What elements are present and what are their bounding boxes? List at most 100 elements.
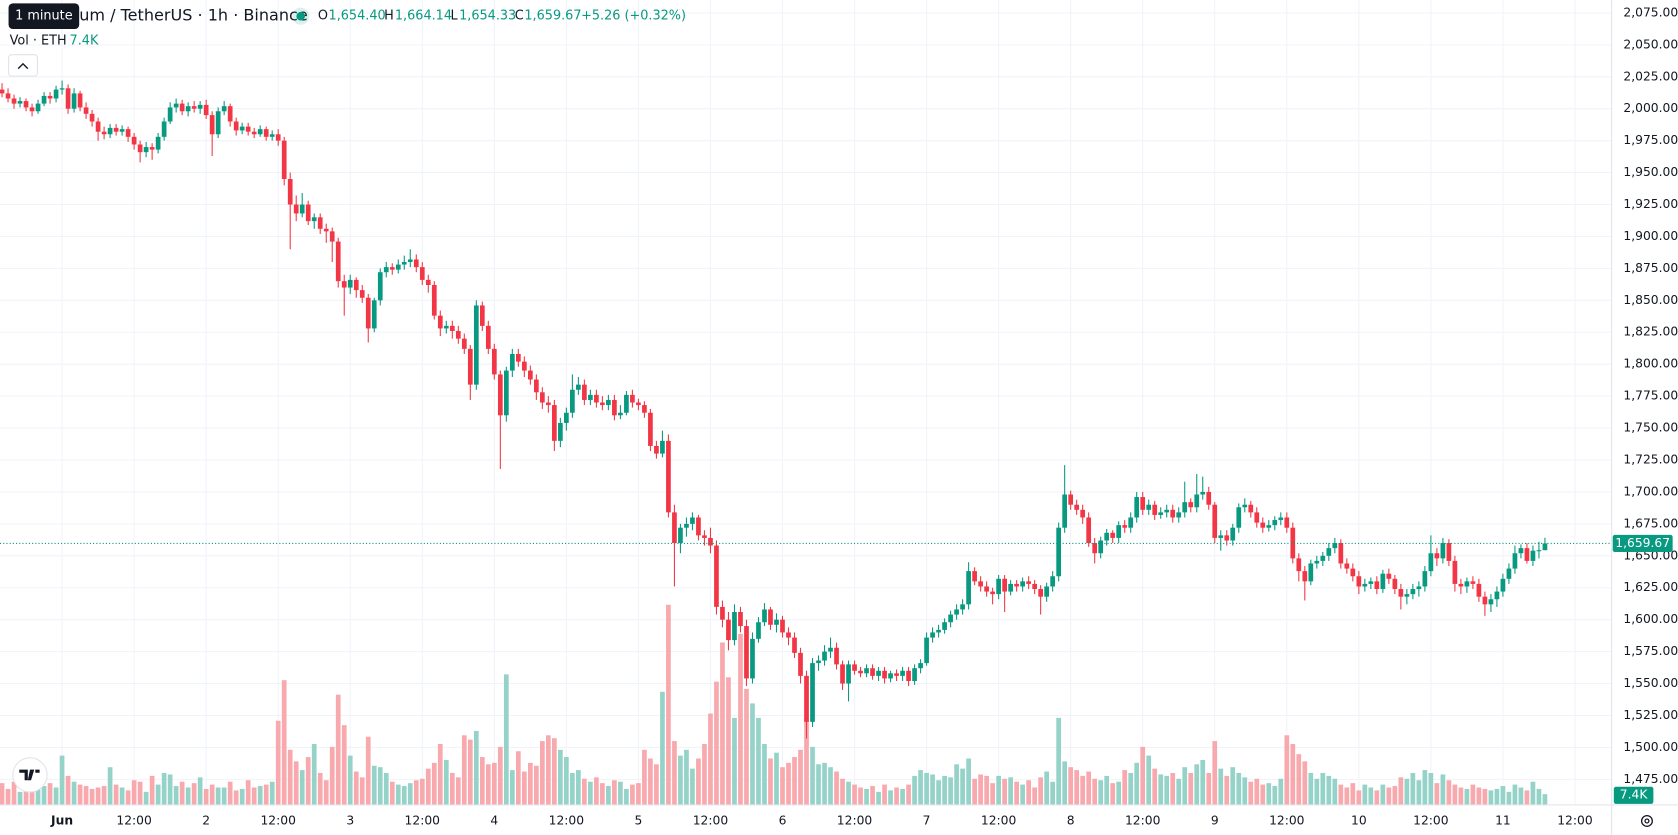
volume-bar: [1296, 754, 1302, 805]
candle-body: [1278, 517, 1284, 521]
volume-bar: [437, 743, 443, 805]
candle-body: [485, 325, 491, 349]
volume-bar: [413, 780, 419, 805]
volume-bar: [708, 713, 713, 805]
candle-body: [1524, 548, 1530, 561]
candle-body: [503, 370, 509, 416]
volume-bar: [666, 604, 671, 805]
candle-body: [1320, 555, 1326, 561]
candle-body: [431, 284, 437, 316]
volume-bar: [834, 771, 839, 805]
candle-body: [239, 126, 245, 131]
volume-bar: [1176, 778, 1182, 805]
candle-body: [221, 106, 227, 112]
candle-body: [894, 673, 899, 676]
volume-bar: [1008, 777, 1013, 805]
volume-bar: [1440, 774, 1446, 805]
volume-bar: [1542, 794, 1548, 805]
candle-body: [984, 586, 989, 592]
volume-bar: [113, 784, 119, 805]
volume-bar: [1302, 761, 1308, 805]
candle-body: [389, 267, 395, 270]
volume-bar: [1122, 770, 1128, 805]
volume-bar: [1062, 761, 1068, 805]
candle-body: [155, 136, 161, 150]
candle-body: [1050, 576, 1056, 587]
volume-bar: [461, 735, 467, 805]
volume-bar: [1254, 778, 1260, 805]
volume-bar: [1308, 772, 1314, 805]
volume-bar: [1350, 783, 1356, 805]
candle-body: [1008, 583, 1013, 592]
volume-bar: [900, 788, 905, 805]
x-tick-label: 5: [634, 813, 642, 827]
candle-body: [113, 127, 119, 132]
volume-bar: [509, 770, 515, 805]
candle-body: [618, 412, 623, 416]
volume-bar: [642, 749, 647, 805]
chevron-icon: [17, 62, 29, 70]
candle-body: [137, 144, 143, 153]
grid: [0, 0, 1612, 805]
candle-body: [305, 204, 311, 222]
candle-body: [1188, 502, 1194, 508]
candle-body: [1212, 504, 1218, 538]
volume-bar: [1398, 777, 1404, 805]
candle-body: [419, 267, 425, 280]
settings[interactable]: [1640, 814, 1653, 827]
volume-bar: [533, 765, 539, 805]
volume-bar: [185, 787, 191, 805]
tooltip-text: 1 minute: [15, 9, 73, 24]
candle-body: [594, 394, 599, 403]
candle-body: [636, 402, 641, 406]
ohlc-key: H: [384, 9, 394, 24]
candle-body: [1488, 599, 1494, 605]
y-tick-label: 1,575.00: [1623, 644, 1678, 658]
y-tick-label: 1,775.00: [1623, 389, 1678, 403]
y-tick-label: 1,950.00: [1623, 165, 1678, 179]
volume-bar: [1518, 787, 1524, 805]
candle-body: [179, 103, 185, 112]
collapse-button[interactable]: [8, 54, 38, 77]
candle-body: [209, 115, 215, 135]
candle-body: [1206, 491, 1212, 505]
volume-bar: [1470, 784, 1476, 805]
market-status-dot: [296, 11, 305, 21]
candle-body: [47, 95, 53, 99]
volume-bar: [1494, 788, 1500, 805]
volume-bar: [918, 770, 923, 805]
candle-body: [143, 147, 149, 153]
candle-body: [77, 93, 83, 108]
volume-bar: [41, 786, 47, 805]
volume-bar: [263, 784, 269, 805]
candle-body: [215, 111, 221, 135]
volume-bar: [1038, 777, 1044, 805]
volume-bar: [1260, 784, 1266, 805]
logo[interactable]: [12, 757, 48, 793]
volume-bar: [876, 791, 881, 805]
volume-bar: [768, 758, 773, 805]
candle-body: [323, 228, 329, 232]
volume-bar: [1242, 777, 1248, 805]
volume-bar: [1446, 780, 1452, 805]
candle-body: [798, 652, 803, 676]
candle-body: [347, 279, 353, 288]
candle-body: [972, 571, 977, 582]
symbol-title[interactable]: um / TetherUS · 1h · Binance: [79, 6, 308, 25]
candle-body: [1506, 568, 1512, 579]
candle-body: [936, 629, 941, 633]
volume-bar: [636, 783, 641, 805]
candle-body: [491, 348, 497, 375]
candle-body: [191, 106, 197, 109]
candle-body: [299, 204, 305, 214]
volume-bar: [984, 775, 989, 805]
candle-body: [539, 392, 545, 403]
x-tick-label: 12:00: [1125, 813, 1160, 827]
volume-bar: [1266, 783, 1272, 805]
volume-bar: [1026, 780, 1031, 805]
candle-body: [1386, 573, 1392, 579]
candle-body: [1254, 512, 1260, 523]
candle-body: [413, 259, 419, 268]
